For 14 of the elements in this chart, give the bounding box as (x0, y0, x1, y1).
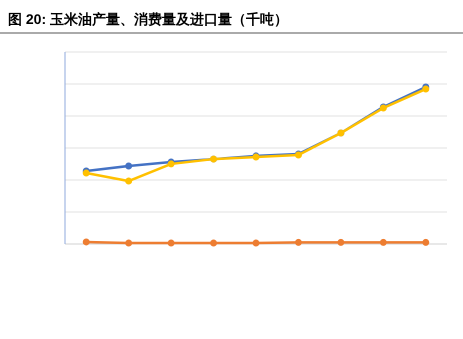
point (337, 238, 344, 246)
point (168, 240, 175, 247)
point (125, 240, 132, 247)
chart-title: 图 20: 玉米油产量、消费量及进口量（千吨） (8, 11, 288, 27)
point (294, 238, 302, 246)
point (125, 178, 132, 185)
point (210, 240, 218, 247)
point (125, 162, 132, 170)
point (252, 240, 260, 247)
point (82, 238, 90, 246)
point (422, 238, 430, 246)
point (380, 238, 387, 246)
point (82, 170, 90, 177)
point (422, 86, 430, 93)
